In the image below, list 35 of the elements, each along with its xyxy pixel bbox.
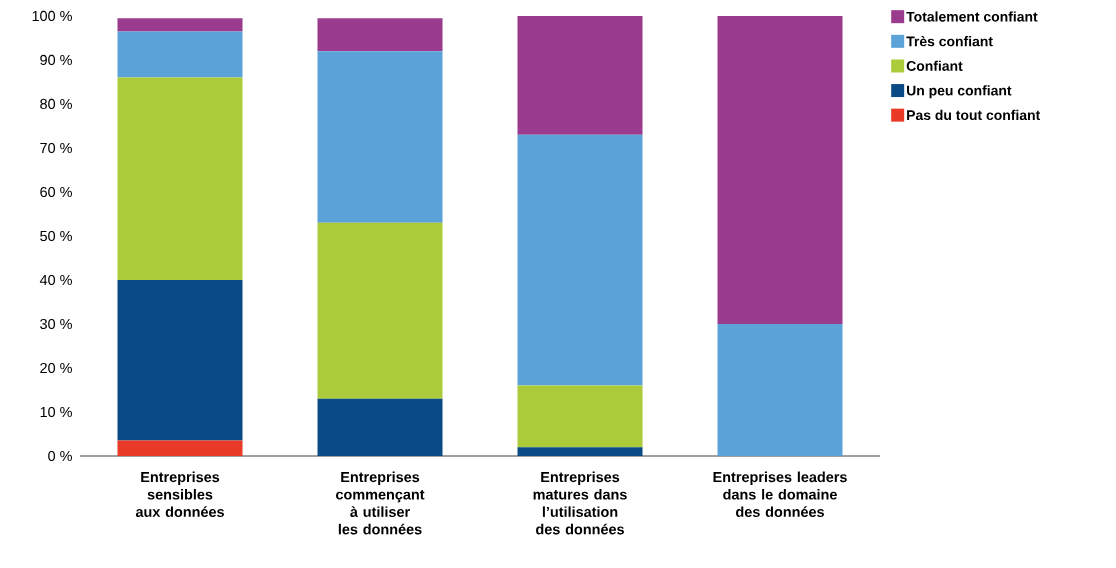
bar <box>517 385 643 448</box>
legend-label: Pas du tout confiant <box>907 109 1041 121</box>
legend-label: Confiant <box>906 60 963 71</box>
y-tick-label: 90 % <box>40 54 72 66</box>
bar <box>517 447 643 456</box>
x-tick-label: Entreprises commençant à utiliser les données <box>336 471 425 535</box>
bar <box>717 16 843 324</box>
x-tick-label: Entreprises matures dans l’utilisation des données <box>533 471 627 535</box>
legend-label: Totalement confiant <box>906 11 1038 22</box>
bar <box>317 18 443 52</box>
bar <box>517 134 643 386</box>
y-tick-label: 80 % <box>40 98 72 110</box>
legend-label: Un peu confiant <box>907 85 1012 99</box>
bar <box>717 324 843 456</box>
x-tick-label: Entreprises sensibles aux données <box>135 471 224 517</box>
bar <box>517 16 643 135</box>
x-tick-label: Entreprises leaders dans le domaine des données <box>713 471 847 517</box>
bar <box>317 222 443 399</box>
bar <box>317 398 443 456</box>
y-tick-label: 0 % <box>48 450 72 462</box>
legend-label: Très confiant <box>906 35 993 47</box>
bar <box>117 280 243 441</box>
bar <box>117 31 243 78</box>
y-tick-label: 30 % <box>40 318 72 330</box>
y-tick-label: 70 % <box>40 142 72 154</box>
bar <box>117 18 243 32</box>
y-tick-label: 100 % <box>32 10 72 22</box>
bar <box>317 51 443 223</box>
y-tick-label: 50 % <box>40 230 72 242</box>
y-tick-label: 20 % <box>40 362 72 374</box>
y-tick-label: 60 % <box>40 186 72 198</box>
bar <box>117 440 243 456</box>
y-tick-label: 10 % <box>40 406 72 418</box>
y-tick-label: 40 % <box>39 274 72 286</box>
bar <box>117 77 243 280</box>
